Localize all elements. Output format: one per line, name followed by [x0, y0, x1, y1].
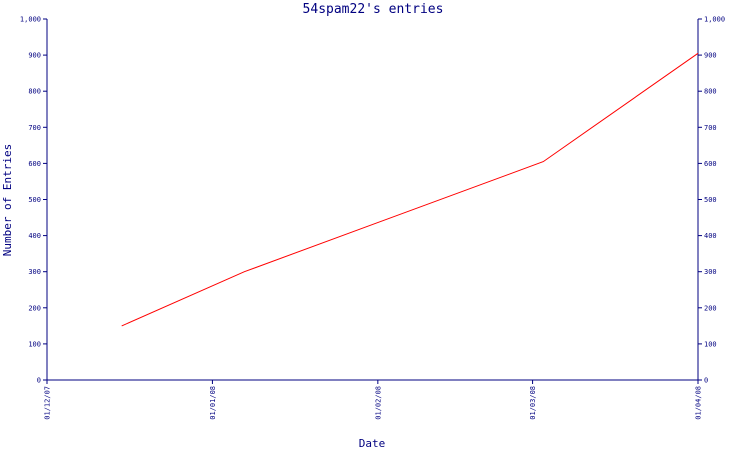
y-tick-label-left: 200	[28, 304, 41, 312]
y-tick-label-left: 800	[28, 88, 41, 96]
y-tick-label-left: 900	[28, 52, 41, 60]
y-tick-label-right: 800	[704, 88, 717, 96]
y-tick-label-left: 600	[28, 160, 41, 168]
y-tick-label-right: 0	[704, 377, 708, 385]
x-tick-label: 01/02/08	[374, 386, 382, 420]
y-tick-label-right: 600	[704, 160, 717, 168]
y-tick-label-left: 0	[37, 377, 41, 385]
series-line-0	[121, 52, 699, 327]
y-tick-label-right: 500	[704, 196, 717, 204]
y-axis-label: Number of Entries	[1, 144, 14, 257]
x-tick-label: 01/12/07	[44, 386, 52, 420]
y-tick-label-left: 100	[28, 340, 41, 348]
y-tick-label-right: 900	[704, 52, 717, 60]
x-tick-label: 01/04/08	[695, 386, 703, 420]
chart-title: 54spam22's entries	[303, 2, 444, 17]
y-tick-label-right: 1,000	[704, 16, 725, 24]
y-tick-label-right: 200	[704, 304, 717, 312]
series-group	[121, 52, 699, 327]
y-tick-label-left: 300	[28, 268, 41, 276]
y-tick-label-right: 100	[704, 340, 717, 348]
x-axis-ticks: 01/12/07 01/01/08 01/02/08 01/03/08 01/04/08	[44, 380, 703, 420]
y-tick-label-right: 300	[704, 268, 717, 276]
x-tick-label: 01/01/08	[209, 386, 217, 420]
axes	[46, 19, 699, 381]
y-tick-label-right: 700	[704, 124, 717, 132]
y-tick-label-right: 400	[704, 232, 717, 240]
x-tick-label: 01/03/08	[529, 386, 537, 420]
y-tick-label-left: 500	[28, 196, 41, 204]
y-axis-ticks: 0 0 100 100 200 200 300 300 400 400 500 500 600 600 70…	[20, 16, 725, 385]
y-tick-label-left: 700	[28, 124, 41, 132]
y-tick-label-left: 400	[28, 232, 41, 240]
x-axis-label: Date	[359, 437, 386, 450]
y-tick-label-left: 1,000	[20, 16, 41, 24]
